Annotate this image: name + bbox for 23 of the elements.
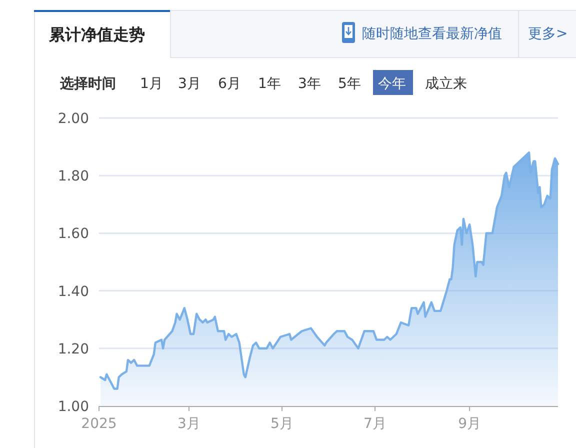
text: 1月	[140, 76, 163, 92]
text: 3年	[298, 76, 321, 92]
x-tick-label: 5月	[270, 416, 294, 432]
text: 6月	[218, 76, 241, 92]
text: 随时随地查看最新净值	[362, 26, 502, 42]
x-tick-label: 2025	[81, 416, 117, 432]
x-tick-label: 7月	[364, 416, 386, 432]
title: 累计净值走势	[49, 25, 145, 44]
y-tick-label: 1.40	[58, 284, 89, 300]
y-tick-label: 2.00	[58, 111, 89, 127]
text: 更多>	[528, 26, 568, 42]
text: 选择时间	[59, 76, 116, 92]
text: 今年	[378, 76, 406, 92]
y-tick-label: 1.20	[58, 341, 89, 358]
x-tick-label: 9月	[458, 416, 482, 432]
y-tick-label: 1.00	[58, 399, 89, 415]
text: 成立来	[425, 76, 467, 92]
text: 3月	[178, 76, 201, 92]
x-tick-label: 3月	[178, 416, 200, 432]
y-tick-label: 1.80	[58, 168, 89, 185]
y-tick-label: 1.60	[58, 226, 89, 242]
text: 1年	[258, 76, 281, 92]
text: 5年	[338, 76, 361, 92]
